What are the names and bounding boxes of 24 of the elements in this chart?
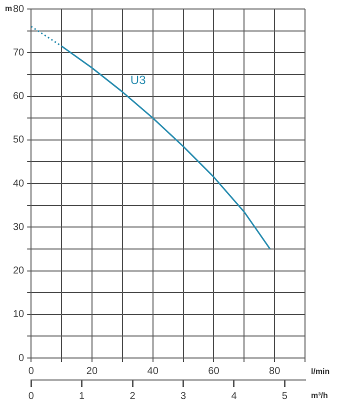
y-tick-label: 50 [13,134,25,146]
y-tick-label: 40 [13,178,25,190]
x2-tick-label: 3 [180,390,186,402]
y-tick-label: 20 [13,266,25,276]
y-tick-label: 0 [18,352,25,364]
x-tick-label: 40 [147,366,159,377]
x-axis-title: l/min [311,367,330,376]
y-tick-label: 80 [13,4,25,15]
x2-tick-label: 5 [282,390,288,402]
x-tick-label: 80 [269,366,281,377]
y-tick-label: 70 [13,47,25,58]
x2-tick-label: 1 [79,390,86,402]
y-axis-title: m [5,4,12,14]
y-tick-label: 60 [13,91,25,102]
x2-tick-label: 2 [130,390,136,402]
y-tick-label: 30 [13,222,25,233]
series-label: U3 [130,73,146,88]
x2-axis-title: m³/h [311,391,328,400]
x-tick-label: 20 [86,366,98,377]
x-tick-label: 0 [28,366,34,377]
x2-tick-label: 4 [231,390,238,402]
y-tick-label: 10 [13,309,25,320]
x-tick-label: 60 [208,366,220,377]
x2-tick-label: 0 [28,390,34,402]
